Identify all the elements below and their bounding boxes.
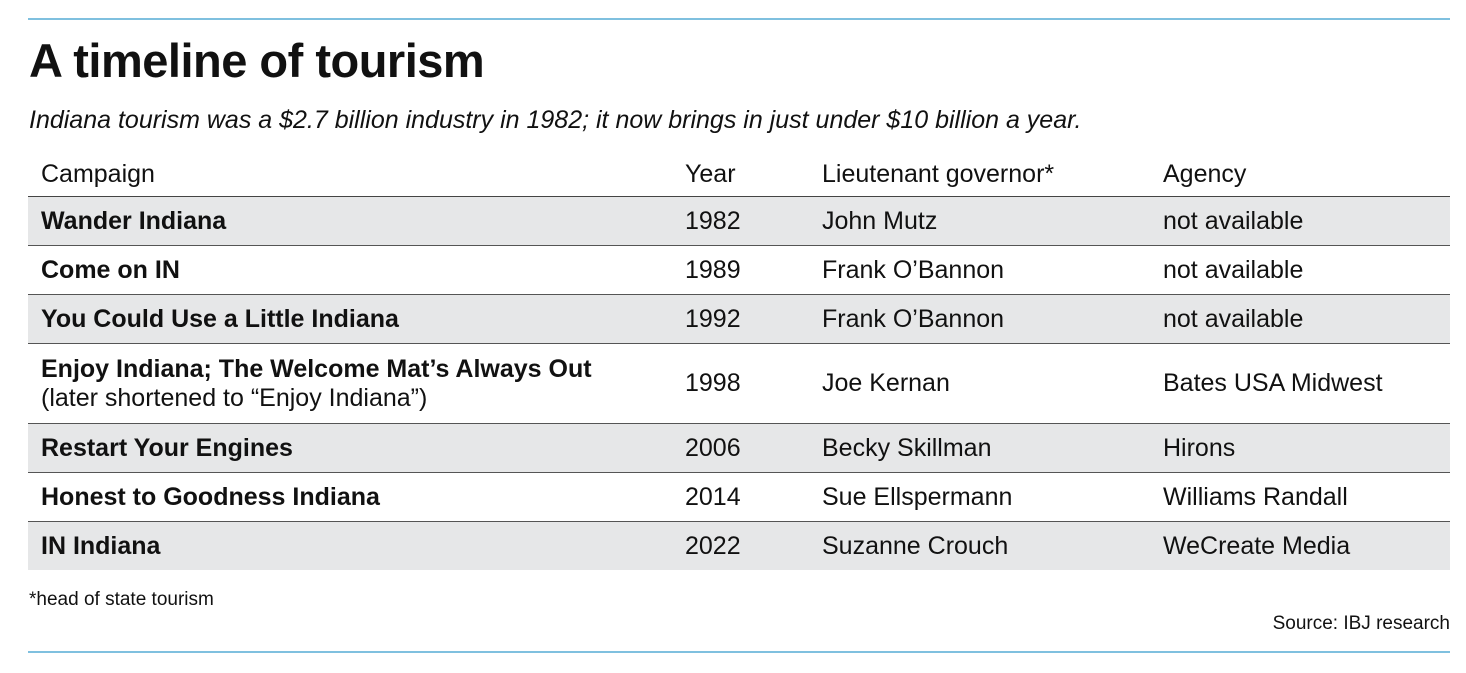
lt-governor-cell: Suzanne Crouch (809, 521, 1150, 570)
campaign-name: You Could Use a Little Indiana (41, 304, 399, 333)
table-row: You Could Use a Little Indiana 1992 Fran… (28, 294, 1450, 344)
year-cell: 1992 (672, 294, 809, 344)
year-cell: 2022 (672, 521, 809, 570)
table-header-row: Campaign Year Lieutenant governor* Agenc… (28, 152, 1450, 197)
campaign-note: (later shortened to “Enjoy Indiana”) (41, 383, 428, 412)
agency-cell: Bates USA Midwest (1150, 343, 1450, 424)
table-row: Honest to Goodness Indiana 2014 Sue Ells… (28, 472, 1450, 522)
agency-cell: not available (1150, 196, 1450, 246)
page-subtitle: Indiana tourism was a $2.7 billion indus… (29, 106, 1082, 134)
footnote: *head of state tourism (29, 589, 214, 610)
column-header-campaign: Campaign (28, 152, 672, 197)
campaign-name: Enjoy Indiana; The Welcome Mat’s Always … (41, 354, 592, 383)
campaign-cell: Wander Indiana (28, 196, 672, 246)
source-credit: Source: IBJ research (1272, 613, 1450, 634)
agency-cell: Hirons (1150, 423, 1450, 473)
year-cell: 1989 (672, 245, 809, 295)
campaign-cell: Come on IN (28, 245, 672, 295)
table-row: Restart Your Engines 2006 Becky Skillman… (28, 423, 1450, 473)
campaign-name: Restart Your Engines (41, 433, 293, 462)
lt-governor-cell: Frank O’Bannon (809, 245, 1150, 295)
table-row: Come on IN 1989 Frank O’Bannon not avail… (28, 245, 1450, 295)
lt-governor-cell: John Mutz (809, 196, 1150, 246)
campaign-table: Campaign Year Lieutenant governor* Agenc… (28, 152, 1450, 570)
column-header-lt-governor: Lieutenant governor* (809, 152, 1150, 197)
campaign-name: Wander Indiana (41, 206, 227, 235)
lt-governor-cell: Joe Kernan (809, 343, 1150, 424)
agency-cell: not available (1150, 245, 1450, 295)
column-header-agency: Agency (1150, 152, 1450, 197)
year-cell: 1998 (672, 343, 809, 424)
agency-cell: not available (1150, 294, 1450, 344)
agency-cell: Williams Randall (1150, 472, 1450, 522)
campaign-name: Come on IN (41, 255, 180, 284)
lt-governor-cell: Frank O’Bannon (809, 294, 1150, 344)
table-row: Wander Indiana 1982 John Mutz not availa… (28, 196, 1450, 246)
year-cell: 2006 (672, 423, 809, 473)
campaign-cell: You Could Use a Little Indiana (28, 294, 672, 344)
page-title: A timeline of tourism (29, 34, 485, 87)
campaign-cell: Enjoy Indiana; The Welcome Mat’s Always … (28, 343, 672, 424)
table-row: IN Indiana 2022 Suzanne Crouch WeCreate … (28, 521, 1450, 570)
column-header-year: Year (672, 152, 809, 197)
campaign-cell: Restart Your Engines (28, 423, 672, 473)
year-cell: 2014 (672, 472, 809, 522)
campaign-cell: Honest to Goodness Indiana (28, 472, 672, 522)
top-rule (28, 18, 1450, 20)
table-row: Enjoy Indiana; The Welcome Mat’s Always … (28, 343, 1450, 424)
year-cell: 1982 (672, 196, 809, 246)
agency-cell: WeCreate Media (1150, 521, 1450, 570)
campaign-name: Honest to Goodness Indiana (41, 482, 380, 511)
campaign-name: IN Indiana (41, 531, 161, 560)
bottom-rule (28, 651, 1450, 653)
campaign-cell: IN Indiana (28, 521, 672, 570)
lt-governor-cell: Sue Ellspermann (809, 472, 1150, 522)
lt-governor-cell: Becky Skillman (809, 423, 1150, 473)
